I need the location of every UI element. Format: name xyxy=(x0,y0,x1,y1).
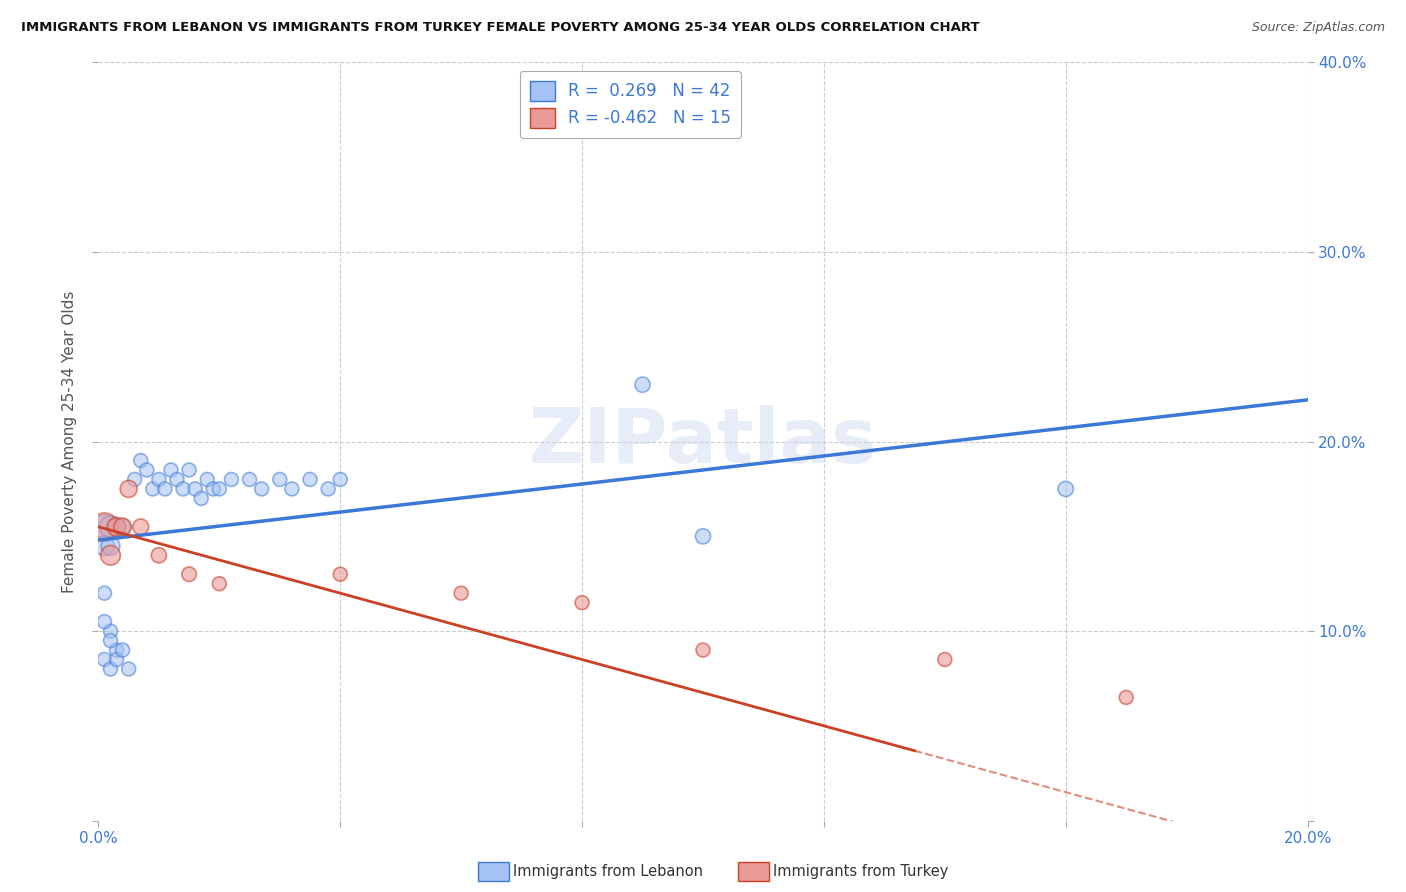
Point xyxy=(1115,690,1137,705)
Point xyxy=(316,482,339,496)
Point xyxy=(329,567,352,582)
Text: IMMIGRANTS FROM LEBANON VS IMMIGRANTS FROM TURKEY FEMALE POVERTY AMONG 25-34 YEA: IMMIGRANTS FROM LEBANON VS IMMIGRANTS FR… xyxy=(21,21,980,34)
Point xyxy=(93,520,115,534)
Point xyxy=(571,596,593,610)
Point xyxy=(208,576,231,591)
Point xyxy=(100,539,122,553)
Point xyxy=(166,473,188,487)
Point xyxy=(172,482,194,496)
Point xyxy=(105,520,128,534)
Point xyxy=(281,482,304,496)
Point xyxy=(129,520,152,534)
Point xyxy=(111,643,134,657)
Point xyxy=(105,652,128,666)
Legend: R =  0.269   N = 42, R = -0.462   N = 15: R = 0.269 N = 42, R = -0.462 N = 15 xyxy=(520,70,741,138)
Point xyxy=(1054,482,1077,496)
Point xyxy=(129,453,152,467)
Point xyxy=(239,473,262,487)
Point xyxy=(124,473,146,487)
Point xyxy=(105,520,128,534)
Point xyxy=(100,624,122,639)
Point xyxy=(93,652,115,666)
Point xyxy=(450,586,472,600)
Point xyxy=(148,548,170,563)
Point xyxy=(179,463,201,477)
Y-axis label: Female Poverty Among 25-34 Year Olds: Female Poverty Among 25-34 Year Olds xyxy=(62,291,77,592)
Point xyxy=(934,652,956,666)
Point xyxy=(329,473,352,487)
Point xyxy=(100,548,122,563)
Point xyxy=(179,567,201,582)
Point xyxy=(692,529,714,543)
Point xyxy=(93,615,115,629)
Point xyxy=(105,643,128,657)
Point xyxy=(221,473,243,487)
Point xyxy=(184,482,207,496)
Point xyxy=(153,482,176,496)
Point xyxy=(93,586,115,600)
Point xyxy=(111,520,134,534)
Point xyxy=(93,520,115,534)
Point xyxy=(190,491,212,506)
Point xyxy=(142,482,165,496)
Point xyxy=(93,539,115,553)
Point xyxy=(118,662,141,676)
Text: Source: ZipAtlas.com: Source: ZipAtlas.com xyxy=(1251,21,1385,34)
Point xyxy=(299,473,322,487)
Text: Immigrants from Turkey: Immigrants from Turkey xyxy=(773,864,949,879)
Text: ZIPatlas: ZIPatlas xyxy=(529,405,877,478)
Point xyxy=(631,377,654,392)
Point xyxy=(202,482,225,496)
Point xyxy=(250,482,273,496)
Point xyxy=(111,520,134,534)
Point xyxy=(148,473,170,487)
Point xyxy=(269,473,291,487)
Point xyxy=(135,463,157,477)
Point xyxy=(100,662,122,676)
Point xyxy=(208,482,231,496)
Point xyxy=(118,482,141,496)
Point xyxy=(100,520,122,534)
Text: Immigrants from Lebanon: Immigrants from Lebanon xyxy=(513,864,703,879)
Point xyxy=(100,633,122,648)
Point xyxy=(195,473,218,487)
Point xyxy=(160,463,183,477)
Point xyxy=(692,643,714,657)
